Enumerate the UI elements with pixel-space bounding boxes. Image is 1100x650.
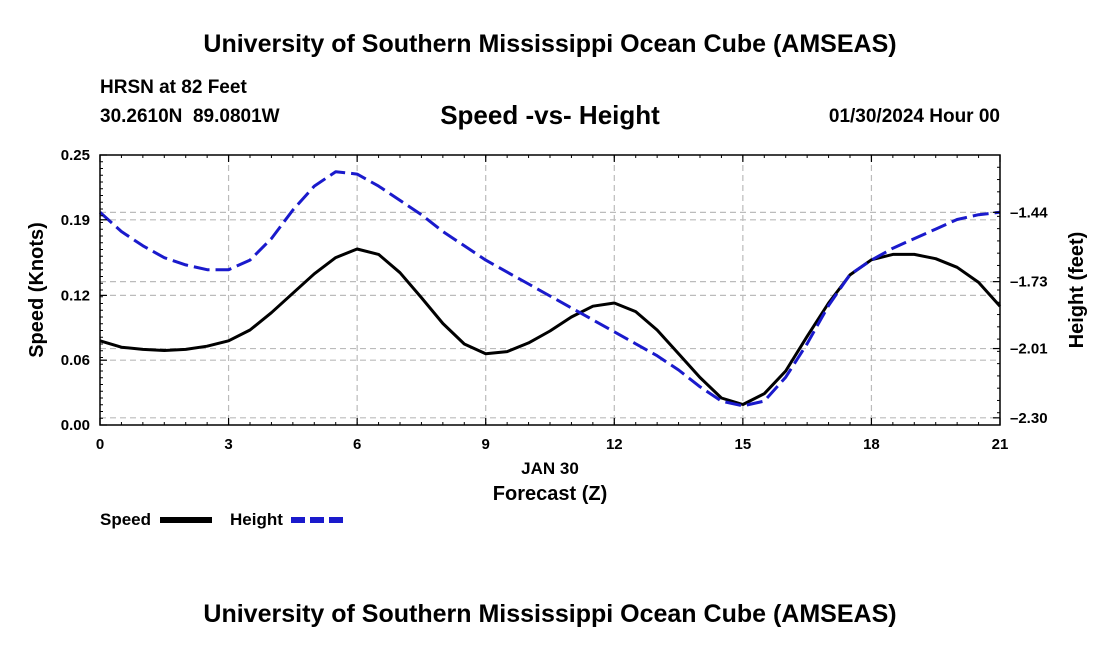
y-tick-label: 0.25 bbox=[61, 147, 90, 164]
x-tick-label: 0 bbox=[96, 436, 104, 453]
station-label: HRSN at 82 Feet bbox=[100, 77, 247, 98]
plot-frame bbox=[99, 154, 1001, 426]
x-tick-label: 21 bbox=[992, 436, 1009, 453]
speed-series-line bbox=[99, 247, 1002, 406]
x-tick-label: 15 bbox=[735, 436, 752, 453]
x-tick-label: 6 bbox=[353, 436, 361, 453]
grid-lines bbox=[100, 155, 1000, 425]
x-axis-label: Forecast (Z) bbox=[493, 483, 607, 505]
axis-ticks: 0 3 6 9 12 15 18 21 0.00 0.06 0.12 0.19 0.25 –1.44 –1.… bbox=[61, 147, 1048, 453]
series-lines bbox=[98, 170, 1002, 408]
x-tick-label: 18 bbox=[863, 436, 880, 453]
legend: Speed Height bbox=[100, 510, 343, 529]
y2-tick-label: –1.44 bbox=[1010, 204, 1048, 221]
y-tick-label: 0.12 bbox=[61, 287, 90, 304]
location-label: 30.2610N 89.0801W bbox=[100, 106, 280, 127]
height-series-line bbox=[98, 170, 1001, 408]
y-axis-label: Speed (Knots) bbox=[26, 222, 48, 358]
y-tick-label: 0.06 bbox=[61, 352, 90, 369]
x-tick-label: 9 bbox=[482, 436, 490, 453]
y-tick-label: 0.00 bbox=[61, 417, 90, 434]
chart-title: Speed -vs- Height bbox=[440, 100, 660, 130]
x-date-label: JAN 30 bbox=[521, 459, 579, 478]
y2-tick-label: –1.73 bbox=[1010, 274, 1048, 291]
legend-speed-label: Speed bbox=[100, 510, 151, 529]
footer-title: University of Southern Mississippi Ocean… bbox=[203, 600, 897, 628]
y2-axis-label: Height (feet) bbox=[1066, 232, 1088, 349]
x-tick-label: 3 bbox=[224, 436, 232, 453]
datetime-label: 01/30/2024 Hour 00 bbox=[828, 106, 1000, 127]
y2-tick-label: –2.30 bbox=[1010, 410, 1048, 427]
main-title: University of Southern Mississippi Ocean… bbox=[203, 30, 897, 58]
y-tick-label: 0.19 bbox=[61, 212, 90, 229]
y2-tick-label: –2.01 bbox=[1010, 341, 1048, 358]
legend-height-label: Height bbox=[230, 510, 283, 529]
x-tick-label: 12 bbox=[606, 436, 623, 453]
